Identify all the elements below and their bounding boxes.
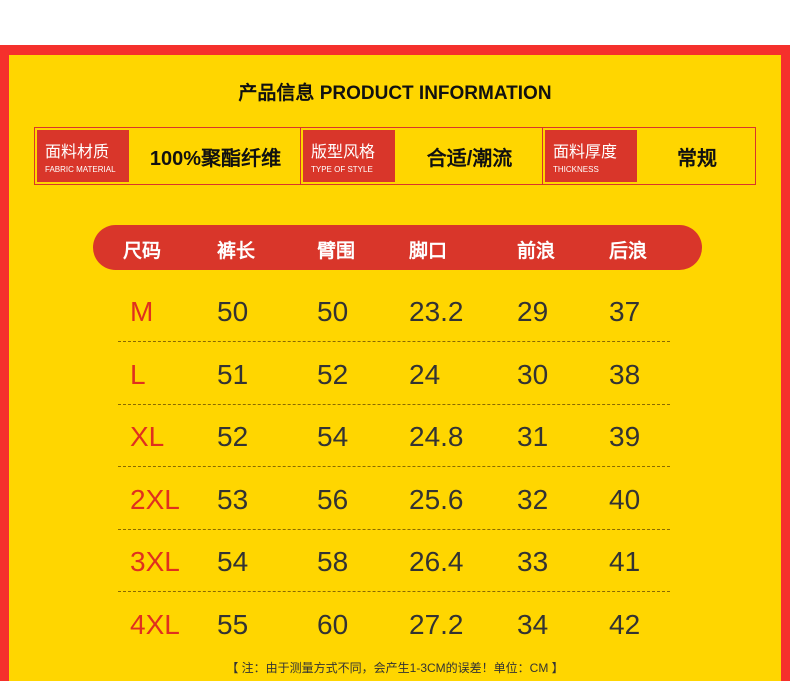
column-header: 脚口 [409, 241, 448, 262]
value-cell: 33 [517, 546, 549, 577]
value-cell: 53 [217, 483, 249, 515]
info-label: 面料材质 FABRIC MATERIAL [37, 130, 129, 182]
size-cell: 3XL [130, 546, 180, 577]
size-cell: L [130, 358, 146, 390]
table-row: 3XL 54 58 26.4 33 41 [0, 546, 790, 586]
size-cell: M [130, 296, 154, 327]
value-cell: 54 [317, 421, 349, 452]
value-cell: 31 [517, 421, 549, 452]
value-cell: 42 [609, 608, 641, 640]
column-header: 裤长 [217, 241, 256, 262]
table-row: M 50 50 23.2 29 37 [0, 296, 790, 336]
info-label: 面料厚度 THICKNESS [545, 130, 637, 182]
value-cell: 58 [317, 546, 349, 577]
row-divider [118, 403, 670, 405]
value-cell: 32 [517, 483, 549, 515]
row-divider [118, 341, 670, 342]
row-divider [118, 466, 670, 467]
value-cell: 37 [609, 296, 641, 327]
value-cell: 27.2 [409, 608, 464, 640]
value-cell: 38 [609, 358, 641, 390]
column-header: 臂围 [317, 241, 356, 262]
value-cell: 26.4 [409, 546, 464, 577]
value-cell: 55 [217, 608, 249, 640]
value-cell: 30 [517, 358, 549, 390]
info-value: 常规 [677, 147, 717, 170]
info-value: 合适/潮流 [397, 128, 543, 184]
value-cell: 24 [409, 358, 441, 390]
measurement-note: 【 注：由于测量方式不同，会产生1-3CM的误差！单位：CM 】 [226, 661, 564, 675]
size-cell: XL [130, 421, 165, 452]
table-row: XL 52 54 24.8 31 39 [0, 421, 790, 461]
info-label: 版型风格 TYPE OF STYLE [303, 130, 395, 182]
value-cell: 60 [317, 608, 349, 640]
column-header: 前浪 [517, 241, 556, 262]
label-cn: 版型风格 [311, 144, 376, 161]
label-cn: 面料厚度 [553, 144, 618, 161]
page-title: 产品信息 PRODUCT INFORMATION [238, 83, 552, 104]
column-header: 尺码 [123, 241, 162, 262]
label-en: THICKNESS [553, 165, 599, 174]
label-en: FABRIC MATERIAL [45, 165, 116, 174]
value-cell: 56 [317, 483, 349, 515]
value-cell: 50 [217, 296, 249, 327]
info-value: 100%聚酯纤维 [131, 128, 301, 184]
value-cell: 23.2 [409, 296, 464, 327]
value-cell: 54 [217, 546, 249, 577]
product-info-table: 面料材质 FABRIC MATERIAL 100%聚酯纤维 版型风格 TYPE OF… [34, 127, 756, 185]
value-cell: 52 [317, 358, 349, 390]
size-table-header [93, 225, 702, 270]
label-en: TYPE OF STYLE [311, 165, 373, 174]
value-cell: 24.8 [409, 421, 464, 452]
table-row: 2XL 53 56 25.6 32 40 [0, 484, 790, 524]
value-cell: 51 [217, 358, 249, 390]
value-cell: 52 [217, 421, 249, 452]
column-header: 后浪 [609, 241, 648, 262]
content-panel [9, 55, 781, 681]
table-row: L 51 52 24 30 38 [0, 359, 790, 399]
value-cell: 41 [609, 546, 641, 577]
value-cell: 50 [317, 296, 349, 327]
row-divider [118, 528, 670, 530]
value-cell: 39 [609, 421, 641, 452]
table-row: 4XL 55 60 27.2 34 42 [0, 609, 790, 649]
value-cell: 34 [517, 608, 549, 640]
size-cell: 2XL [130, 483, 180, 515]
value-cell: 25.6 [409, 483, 464, 515]
value-cell: 29 [517, 296, 549, 327]
label-cn: 面料材质 [45, 144, 110, 161]
size-cell: 4XL [130, 608, 180, 640]
row-divider [118, 591, 670, 592]
value-cell: 40 [609, 483, 641, 515]
